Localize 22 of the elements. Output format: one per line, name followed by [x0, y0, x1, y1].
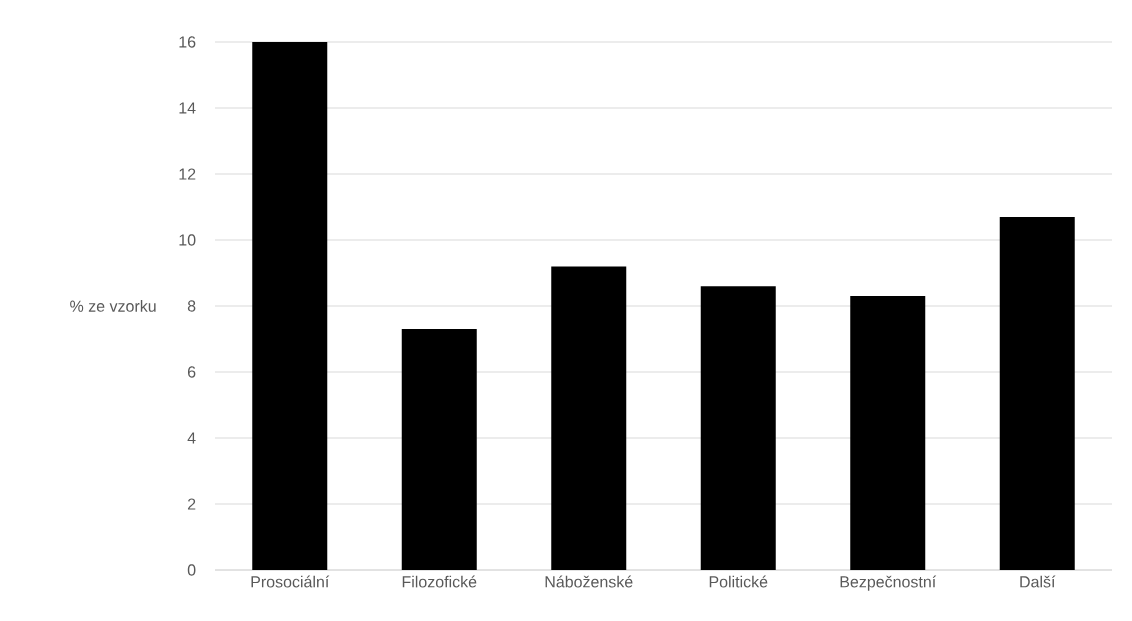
y-tick-label: 16 [179, 36, 196, 48]
bar [850, 296, 926, 570]
y-tick-label: 14 [179, 102, 196, 114]
x-tick-label: Prosociální [251, 575, 330, 588]
y-axis-title: % ze vzorku [70, 300, 156, 312]
bar [700, 286, 776, 570]
x-tick-label: Další [1020, 575, 1056, 588]
y-tick-label: 8 [187, 300, 196, 312]
x-tick-label: Politické [709, 575, 768, 588]
y-tick-label: 0 [187, 564, 196, 576]
x-tick-label: Náboženské [545, 575, 633, 588]
y-tick-label: 12 [179, 168, 196, 180]
y-tick-label: 6 [187, 366, 196, 378]
y-tick-label: 4 [187, 432, 196, 444]
bar [999, 216, 1075, 570]
y-tick-label: 2 [187, 498, 196, 510]
bar [551, 266, 627, 570]
y-tick-label: 10 [179, 234, 196, 246]
bar [401, 329, 477, 570]
bar [252, 41, 328, 570]
x-tick-label: Bezpečnostní [840, 575, 937, 591]
x-tick-label: Filozofické [402, 575, 477, 588]
